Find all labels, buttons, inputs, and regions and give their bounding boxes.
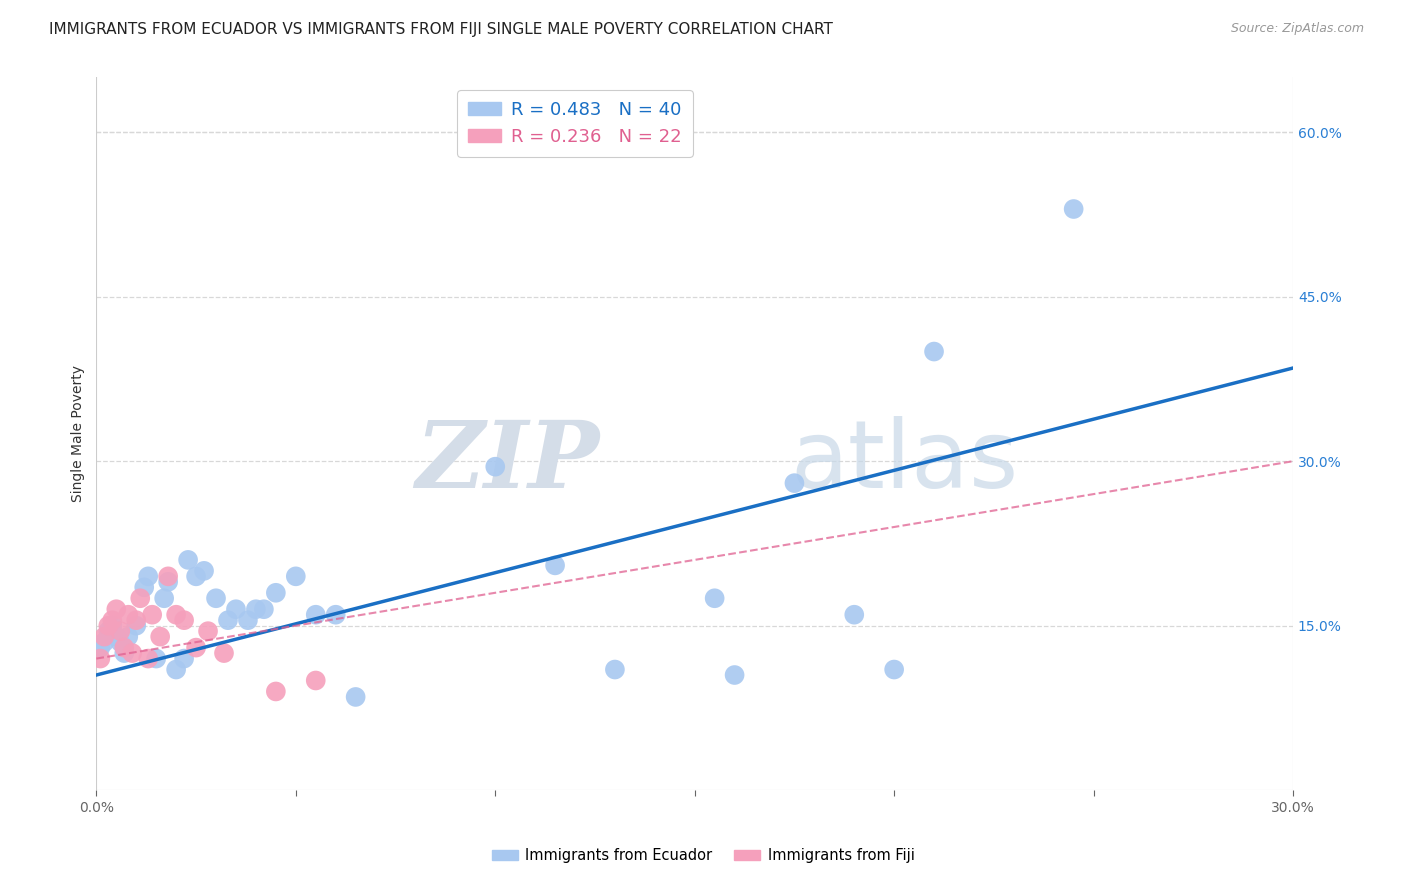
- Legend: Immigrants from Ecuador, Immigrants from Fiji: Immigrants from Ecuador, Immigrants from…: [485, 842, 921, 869]
- Point: [134, 580, 156, 594]
- Point: [184, 569, 207, 583]
- Point: [125, 618, 148, 632]
- Text: IMMIGRANTS FROM ECUADOR VS IMMIGRANTS FROM FIJI SINGLE MALE POVERTY CORRELATION : IMMIGRANTS FROM ECUADOR VS IMMIGRANTS FR…: [49, 22, 834, 37]
- Point: [97, 618, 120, 632]
- Point: [110, 624, 132, 639]
- Point: [97, 624, 120, 639]
- Point: [93, 635, 115, 649]
- Point: [264, 586, 287, 600]
- Point: [703, 591, 725, 606]
- Point: [225, 602, 247, 616]
- Point: [544, 558, 567, 573]
- Point: [112, 640, 135, 655]
- Point: [153, 591, 176, 606]
- Point: [193, 564, 215, 578]
- Point: [484, 459, 506, 474]
- Point: [112, 646, 135, 660]
- Point: [121, 646, 143, 660]
- Point: [125, 613, 148, 627]
- Point: [253, 602, 276, 616]
- Point: [101, 613, 124, 627]
- Point: [149, 630, 172, 644]
- Point: [101, 618, 124, 632]
- Point: [236, 613, 259, 627]
- Text: Source: ZipAtlas.com: Source: ZipAtlas.com: [1230, 22, 1364, 36]
- Point: [284, 569, 307, 583]
- Point: [205, 591, 228, 606]
- Point: [141, 607, 163, 622]
- Point: [117, 630, 139, 644]
- Point: [783, 476, 806, 491]
- Y-axis label: Single Male Poverty: Single Male Poverty: [72, 366, 86, 502]
- Point: [110, 635, 132, 649]
- Point: [177, 553, 200, 567]
- Point: [165, 607, 187, 622]
- Point: [173, 613, 195, 627]
- Point: [264, 684, 287, 698]
- Point: [145, 651, 167, 665]
- Point: [217, 613, 239, 627]
- Point: [184, 640, 207, 655]
- Point: [723, 668, 745, 682]
- Text: ZIP: ZIP: [415, 417, 599, 508]
- Point: [136, 569, 159, 583]
- Point: [136, 651, 159, 665]
- Point: [1063, 202, 1085, 216]
- Point: [89, 640, 111, 655]
- Point: [117, 607, 139, 622]
- Point: [305, 607, 328, 622]
- Point: [105, 602, 128, 616]
- Point: [245, 602, 267, 616]
- Point: [883, 663, 905, 677]
- Point: [305, 673, 328, 688]
- Point: [165, 663, 187, 677]
- Point: [325, 607, 347, 622]
- Text: atlas: atlas: [790, 417, 1019, 508]
- Point: [603, 663, 626, 677]
- Point: [844, 607, 866, 622]
- Point: [157, 574, 180, 589]
- Point: [922, 344, 945, 359]
- Point: [129, 591, 152, 606]
- Point: [105, 630, 128, 644]
- Legend: R = 0.483   N = 40, R = 0.236   N = 22: R = 0.483 N = 40, R = 0.236 N = 22: [457, 90, 693, 157]
- Point: [173, 651, 195, 665]
- Point: [93, 630, 115, 644]
- Point: [157, 569, 180, 583]
- Point: [344, 690, 367, 704]
- Point: [212, 646, 235, 660]
- Point: [197, 624, 219, 639]
- Point: [89, 651, 111, 665]
